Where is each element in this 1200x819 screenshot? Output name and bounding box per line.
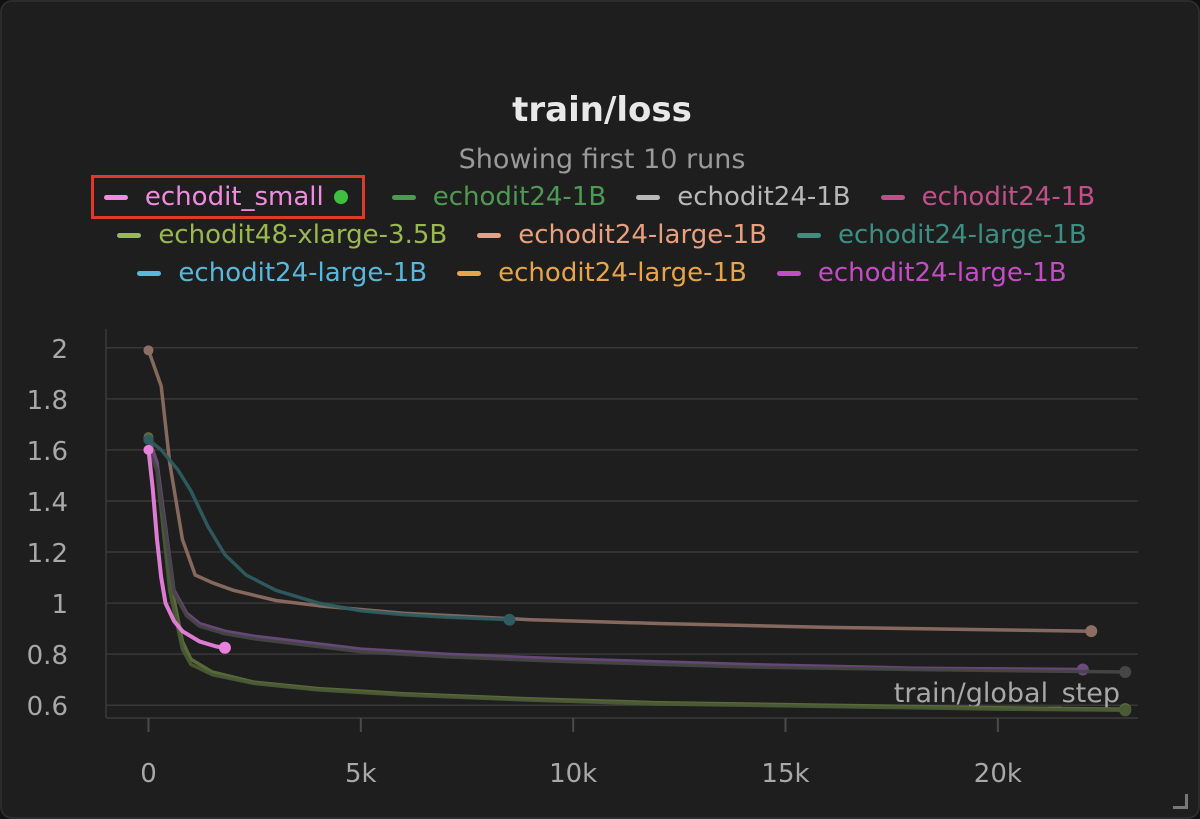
legend-label: echodit24-1B	[677, 182, 851, 212]
series-end-marker	[1076, 663, 1089, 676]
series-line	[146, 447, 227, 650]
x-tick-label: 10k	[549, 759, 597, 789]
legend-item[interactable]: echodit48-xlarge-3.5B	[117, 220, 447, 250]
legend-row: echodit24-large-1B echodit24-large-1B echo…	[122, 254, 1081, 292]
series-end-marker	[503, 613, 516, 626]
legend-swatch-icon	[117, 232, 142, 238]
legend-label: echodit24-1B	[921, 182, 1096, 212]
chart-title: train/loss	[512, 90, 692, 130]
legend-label: echodit24-large-1B	[837, 220, 1087, 250]
series-end-marker	[1119, 704, 1132, 717]
x-tick-label: 20k	[974, 759, 1022, 789]
series-line	[146, 348, 1094, 633]
x-axis-label: train/global_step	[894, 678, 1120, 709]
x-tick-label: 5k	[345, 759, 377, 789]
legend-item[interactable]: echodit24-1B	[880, 182, 1096, 212]
legend-item[interactable]: echodit24-large-1B	[457, 258, 747, 288]
legend-item[interactable]: echodit24-1B	[391, 182, 607, 212]
chart-legend: echodit_small echodit24-1B echodit24-1B ech…	[2, 175, 1198, 292]
x-tick-label: 15k	[761, 759, 809, 789]
y-tick-label: 1	[51, 590, 68, 620]
legend-label: echodit48-xlarge-3.5B	[158, 220, 448, 250]
active-run-dot-icon	[333, 190, 348, 204]
legend-item[interactable]: echodit24-large-1B	[137, 258, 427, 288]
resize-handle-icon[interactable]	[1173, 794, 1188, 809]
series-start-marker	[143, 434, 154, 445]
legend-label: echodit_small	[144, 182, 324, 212]
legend-swatch-icon	[636, 194, 661, 200]
legend-label: echodit24-large-1B	[518, 220, 767, 250]
legend-item[interactable]: echodit24-1B	[636, 182, 851, 212]
y-tick-label: 1.4	[27, 488, 68, 518]
series-start-marker	[143, 345, 154, 356]
legend-swatch-icon	[457, 270, 482, 276]
legend-swatch-icon	[880, 194, 905, 200]
y-tick-label: 1.2	[27, 539, 68, 569]
chart-subtitle: Showing first 10 runs	[458, 144, 746, 175]
legend-swatch-icon	[391, 194, 416, 200]
legend-item[interactable]: echodit24-large-1B	[477, 220, 767, 250]
series-line	[146, 448, 1128, 674]
y-tick-label: 2	[51, 335, 68, 365]
legend-label: echodit24-1B	[432, 182, 607, 212]
y-tick-label: 0.8	[27, 641, 68, 671]
x-tick-label: 0	[140, 759, 157, 789]
y-tick-label: 0.6	[27, 692, 68, 722]
legend-label: echodit24-large-1B	[817, 258, 1067, 288]
series-start-marker	[143, 444, 154, 455]
series-end-marker	[218, 641, 231, 654]
legend-label: echodit24-large-1B	[498, 258, 747, 288]
legend-label: echodit24-large-1B	[178, 258, 428, 288]
series-end-marker	[1085, 625, 1098, 638]
legend-swatch-icon	[137, 270, 162, 276]
legend-swatch-icon	[796, 232, 821, 238]
legend-item[interactable]: echodit24-large-1B	[796, 220, 1087, 250]
legend-row: echodit48-xlarge-3.5B echodit24-large-1B e…	[102, 216, 1101, 254]
legend-row: echodit_small echodit24-1B echodit24-1B ech…	[90, 175, 1110, 219]
series-end-marker	[1119, 666, 1132, 679]
legend-swatch-icon	[477, 232, 502, 238]
legend-item[interactable]: echodit24-large-1B	[776, 258, 1067, 288]
series-line	[146, 437, 512, 622]
series-line	[146, 437, 1085, 672]
legend-swatch-icon	[776, 270, 801, 276]
legend-swatch-icon	[103, 194, 128, 200]
series-line	[146, 437, 1128, 713]
legend-item[interactable]: echodit_small	[90, 175, 365, 219]
y-tick-label: 1.8	[27, 386, 68, 416]
y-tick-label: 1.6	[27, 437, 68, 467]
